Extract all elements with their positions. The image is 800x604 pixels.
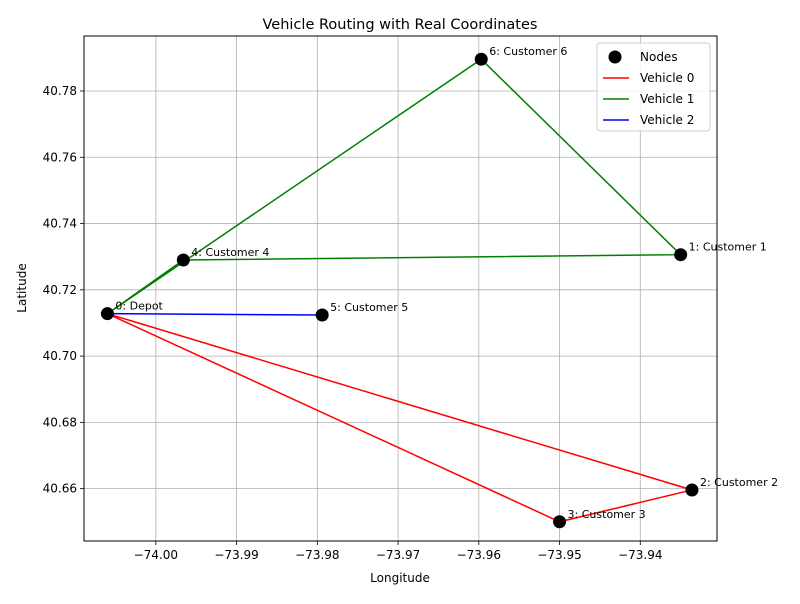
- node-point-5: [315, 308, 329, 322]
- plot-frame: [83, 35, 718, 542]
- node-label-0: 0: Depot: [115, 300, 163, 313]
- node-label-4: 4: Customer 4: [191, 246, 269, 259]
- x-axis-label: Longitude: [370, 571, 430, 585]
- x-tick-label: −74.00: [134, 548, 178, 562]
- x-tick-label: −73.96: [457, 548, 501, 562]
- node-point-0: [100, 307, 114, 321]
- node-label-layer: 0: Depot 1: Customer 1 2: Customer 2 3: Cus…: [115, 45, 778, 521]
- node-label-3: 3: Customer 3: [568, 508, 646, 521]
- node-point-3: [553, 515, 567, 529]
- node-label-6: 6: Customer 6: [489, 45, 567, 58]
- legend-marker-nodes: [608, 50, 622, 64]
- y-tick-label: 40.66: [43, 482, 77, 496]
- tick-layer: −74.00 −73.99 −73.98 −73.97 −73.96 −73.95 −73.…: [43, 84, 663, 562]
- y-tick-label: 40.74: [43, 217, 77, 231]
- node-layer: [100, 52, 699, 529]
- legend-label-vehicle-1: Vehicle 1: [640, 92, 694, 106]
- legend-label-nodes: Nodes: [640, 50, 678, 64]
- x-tick-label: −73.99: [214, 548, 258, 562]
- node-point-2: [685, 483, 699, 497]
- x-tick-label: −73.98: [295, 548, 339, 562]
- y-tick-label: 40.76: [43, 150, 77, 164]
- y-axis-label: Latitude: [15, 263, 29, 312]
- y-tick-label: 40.70: [43, 349, 77, 363]
- y-tick-label: 40.68: [43, 415, 77, 429]
- grid-layer: [84, 36, 717, 541]
- legend-label-vehicle-0: Vehicle 0: [640, 71, 694, 85]
- route-line-vehicle-0: [107, 312, 695, 523]
- node-label-1: 1: Customer 1: [689, 241, 767, 254]
- legend-label-vehicle-2: Vehicle 2: [640, 113, 694, 127]
- x-tick-label: −73.95: [537, 548, 581, 562]
- y-tick-label: 40.72: [43, 283, 77, 297]
- chart-title: Vehicle Routing with Real Coordinates: [263, 17, 538, 33]
- node-label-2: 2: Customer 2: [700, 476, 778, 489]
- x-tick-label: −73.94: [618, 548, 662, 562]
- y-tick-label: 40.78: [43, 84, 77, 98]
- node-point-1: [674, 248, 688, 262]
- legend-box: [596, 42, 711, 132]
- node-label-5: 5: Customer 5: [330, 301, 408, 314]
- node-point-6: [474, 52, 488, 66]
- legend: Nodes Vehicle 0 Vehicle 1 Vehicle 2: [596, 42, 711, 132]
- node-point-4: [176, 253, 190, 267]
- x-tick-label: −73.97: [376, 548, 420, 562]
